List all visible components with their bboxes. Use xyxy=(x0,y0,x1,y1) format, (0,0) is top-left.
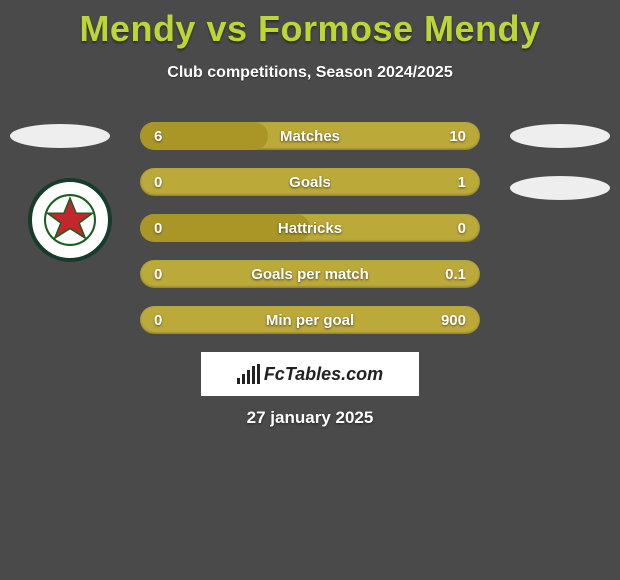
bar-row: 0 Goals 1 xyxy=(140,168,480,196)
bar-row: 6 Matches 10 xyxy=(140,122,480,150)
bar-row: 0 Goals per match 0.1 xyxy=(140,260,480,288)
bar-value-right: 1 xyxy=(458,168,466,196)
page-subtitle: Club competitions, Season 2024/2025 xyxy=(0,64,620,82)
player-right-avatar-placeholder xyxy=(510,124,610,148)
brand-badge: FcTables.com xyxy=(201,352,419,396)
bar-value-right: 0 xyxy=(458,214,466,242)
bar-label: Hattricks xyxy=(140,214,480,242)
bar-value-right: 0.1 xyxy=(445,260,466,288)
brand-text: FcTables.com xyxy=(264,364,383,385)
player-right-club-placeholder xyxy=(510,176,610,200)
star-icon xyxy=(44,194,96,246)
bar-value-right: 10 xyxy=(449,122,466,150)
bar-label: Min per goal xyxy=(140,306,480,334)
snapshot-date: 27 january 2025 xyxy=(0,408,620,428)
player-left-club-badge xyxy=(28,178,112,262)
player-left-avatar-placeholder xyxy=(10,124,110,148)
bar-row: 0 Min per goal 900 xyxy=(140,306,480,334)
bar-label: Goals xyxy=(140,168,480,196)
comparison-bars: 6 Matches 10 0 Goals 1 0 Hattricks 0 0 G… xyxy=(140,122,480,352)
bar-label: Goals per match xyxy=(140,260,480,288)
bar-row: 0 Hattricks 0 xyxy=(140,214,480,242)
page-title: Mendy vs Formose Mendy xyxy=(0,0,620,50)
chart-icon xyxy=(237,364,260,384)
bar-label: Matches xyxy=(140,122,480,150)
bar-value-right: 900 xyxy=(441,306,466,334)
